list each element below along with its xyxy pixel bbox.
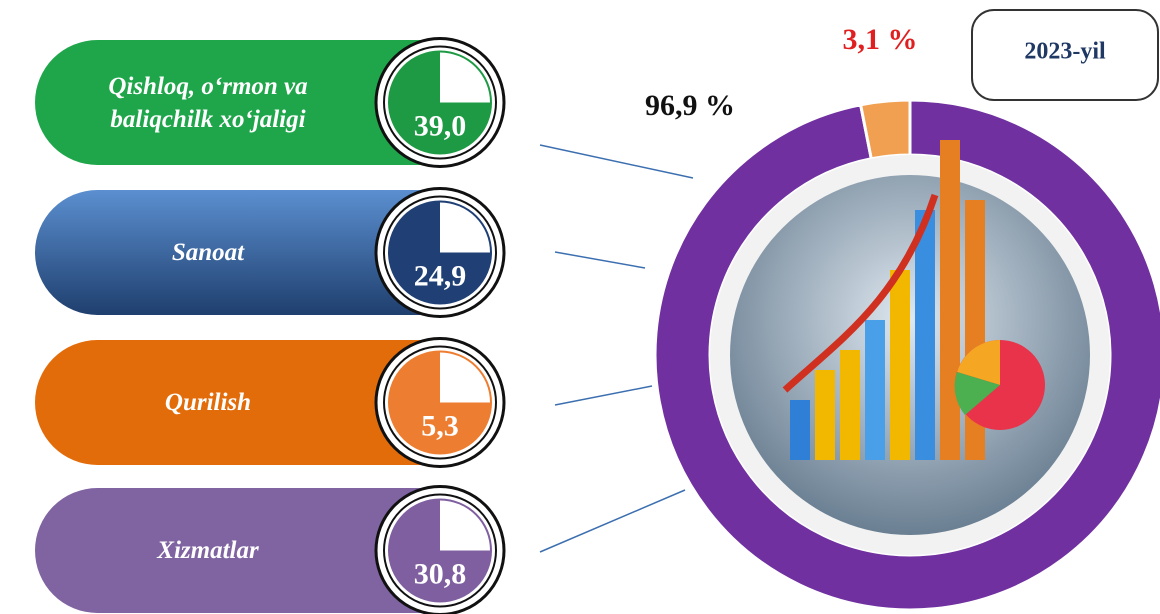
- badge-cutout: [440, 500, 490, 551]
- category-label: Qurilish: [164, 389, 252, 416]
- value-label: 30,8: [414, 557, 467, 590]
- year-label: 2023-yil: [1024, 39, 1106, 65]
- deco-pie-slice: [954, 372, 1000, 415]
- deco-bar: [915, 210, 935, 460]
- value-label: 5,3: [421, 409, 459, 442]
- deco-bar: [790, 400, 810, 460]
- category-pill: [35, 340, 431, 465]
- donut-value-label: 96,9 %: [645, 89, 735, 122]
- deco-bar: [840, 350, 860, 460]
- deco-bar: [865, 320, 885, 460]
- category-label: Qishloq, o‘rmon va baliqchilk xo‘jaligi: [108, 72, 308, 133]
- category-label: Xizmatlar: [157, 537, 259, 564]
- category-label: Sanoat: [171, 239, 245, 266]
- deco-arrow: [782, 193, 939, 393]
- category-pill: [35, 488, 431, 613]
- year-box: [971, 9, 1159, 101]
- donut-value-label: 3,1 %: [843, 23, 918, 56]
- deco-bar: [940, 140, 960, 460]
- connector: [554, 385, 653, 406]
- deco-pie-slice: [957, 340, 1000, 385]
- deco-bar: [815, 370, 835, 460]
- badge-cutout: [440, 352, 490, 403]
- value-label: 39,0: [414, 109, 467, 142]
- badge-cutout: [440, 202, 490, 253]
- connector: [539, 489, 686, 553]
- donut-segment: [858, 98, 912, 161]
- category-pill: [35, 190, 431, 315]
- category-pill: [35, 40, 431, 165]
- deco-bar: [890, 270, 910, 460]
- connector: [539, 144, 694, 179]
- value-label: 24,9: [414, 259, 467, 292]
- connector: [554, 251, 646, 269]
- badge-cutout: [440, 52, 490, 103]
